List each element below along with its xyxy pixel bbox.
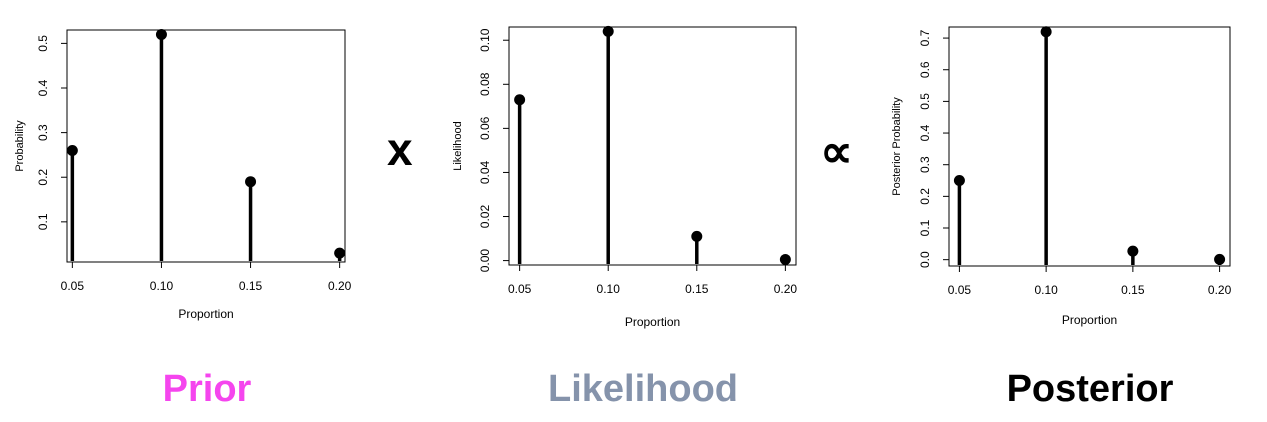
likelihood-point [779, 253, 791, 265]
likelihood-point [514, 94, 526, 106]
posterior-plot-frame [948, 26, 1231, 267]
posterior-y-tick-label: 0.3 [918, 156, 932, 173]
multiply-operator: x [387, 123, 413, 175]
caption-posterior: Posterior [1006, 368, 1174, 410]
prior-y-tick-label: 0.5 [36, 35, 50, 52]
likelihood-y-tick-label: 0.06 [478, 116, 492, 140]
caption-likelihood: Likelihood [548, 368, 738, 410]
likelihood-x-axis-label: Proportion [625, 315, 680, 329]
posterior-x-tick-label: 0.05 [948, 283, 972, 297]
likelihood-x-tick-label: 0.05 [508, 282, 532, 296]
prior-point [334, 247, 346, 259]
prior-point [155, 28, 167, 40]
likelihood-y-tick-label: 0.04 [478, 160, 492, 184]
likelihood-y-tick-label: 0.02 [478, 205, 492, 229]
posterior-x-tick-label: 0.20 [1208, 283, 1232, 297]
prior-x-tick-label: 0.05 [61, 279, 85, 293]
likelihood-point [691, 230, 703, 242]
prior-x-axis-label: Proportion [178, 307, 233, 321]
posterior-y-tick-label: 0.6 [918, 61, 932, 78]
prior-x-tick-label: 0.20 [328, 279, 352, 293]
likelihood-y-tick-label: 0.10 [478, 28, 492, 52]
likelihood-y-tick-label: 0.08 [478, 72, 492, 96]
posterior-point [1127, 245, 1139, 257]
likelihood-plot-frame [508, 26, 797, 266]
prior-plot-frame [66, 29, 346, 263]
posterior-point [953, 175, 965, 187]
posterior-y-tick-label: 0.5 [918, 93, 932, 110]
likelihood-y-axis-label: Likelihood [452, 121, 464, 171]
posterior-x-tick-label: 0.15 [1121, 283, 1145, 297]
likelihood-chart: 0.05 0.10 0.15 0.20 0.00 0.02 0.04 0.06 0.08 0.10… [452, 25, 798, 329]
prior-y-tick-label: 0.1 [36, 213, 50, 230]
likelihood-x-tick-label: 0.20 [774, 282, 798, 296]
prior-x-tick-label: 0.15 [239, 279, 263, 293]
prior-point [66, 144, 78, 156]
likelihood-x-tick-label: 0.10 [597, 282, 621, 296]
posterior-chart: 0.05 0.10 0.15 0.20 0.0 0.1 0.2 0.3 0.4 0.5 0.6 0.7… [891, 26, 1232, 327]
likelihood-point [602, 25, 614, 37]
posterior-point [1040, 26, 1052, 38]
posterior-y-tick-label: 0.2 [918, 188, 932, 205]
posterior-point [1214, 253, 1226, 265]
posterior-x-axis-label: Proportion [1062, 313, 1117, 327]
prior-y-tick-label: 0.2 [36, 169, 50, 186]
posterior-y-tick-label: 0.0 [918, 251, 932, 268]
posterior-x-tick-label: 0.10 [1034, 283, 1058, 297]
posterior-y-tick-label: 0.1 [918, 219, 932, 236]
prior-y-tick-label: 0.3 [36, 124, 50, 141]
prior-x-tick-label: 0.10 [150, 279, 174, 293]
likelihood-y-tick-label: 0.00 [478, 249, 492, 273]
posterior-y-axis-label: Posterior Probability [891, 97, 903, 196]
posterior-y-tick-label: 0.7 [918, 29, 932, 46]
prior-y-axis-label: Probability [14, 120, 26, 172]
posterior-y-tick-label: 0.4 [918, 124, 932, 141]
prior-point [245, 176, 257, 188]
prior-chart: 0.05 0.10 0.15 0.20 0.1 0.2 0.3 0.4 0.5 Proportio… [14, 28, 352, 321]
caption-prior: Prior [162, 368, 252, 410]
likelihood-x-tick-label: 0.15 [685, 282, 709, 296]
proportional-operator: ∝ [820, 125, 853, 177]
prior-y-tick-label: 0.4 [36, 79, 50, 96]
